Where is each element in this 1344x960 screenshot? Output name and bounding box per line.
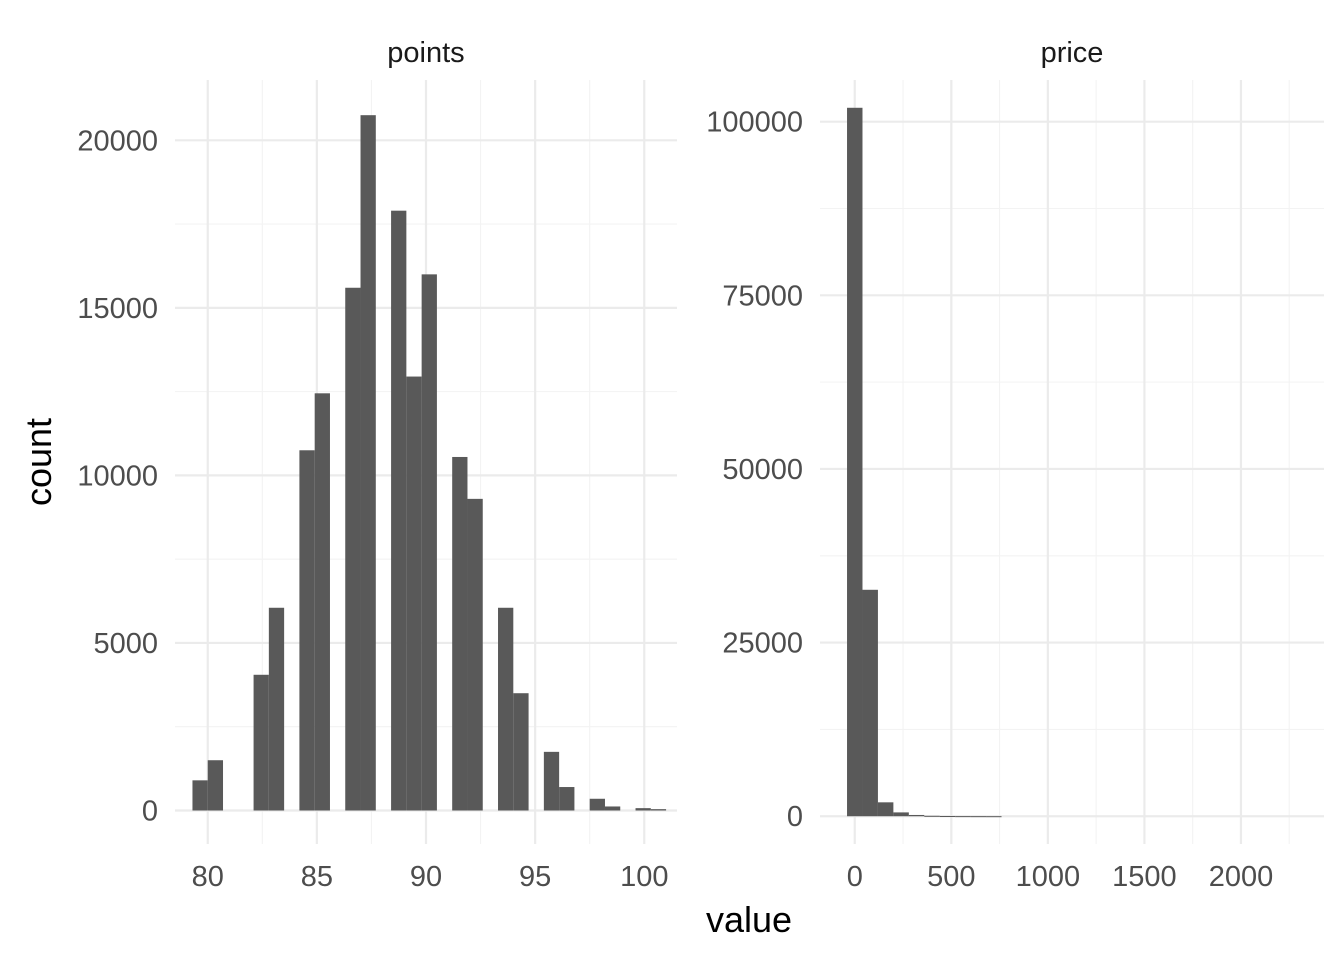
histogram-bar [908, 814, 925, 817]
y-axis-title: count [18, 418, 59, 506]
y-tick-label: 50000 [722, 454, 803, 486]
y-tick-label: 10000 [77, 460, 158, 492]
histogram-bar [650, 809, 667, 811]
x-tick-label: 85 [301, 861, 333, 893]
histogram-bar [391, 210, 407, 811]
histogram-bar [513, 693, 529, 811]
histogram-bar [604, 806, 621, 811]
histogram-bar [498, 607, 514, 811]
histogram-bar [192, 780, 208, 811]
x-axis-title: value [706, 899, 792, 940]
histogram-bar [877, 802, 894, 817]
histogram-bar [543, 751, 560, 811]
histogram-bar [559, 787, 575, 811]
x-tick-label: 1500 [1112, 861, 1177, 893]
y-tick-label: 25000 [722, 628, 803, 660]
x-tick-label: 0 [847, 861, 863, 893]
x-tick-label: 1000 [1016, 861, 1081, 893]
histogram-bar [314, 393, 330, 811]
histogram-bar [939, 816, 956, 818]
histogram-bar [421, 274, 437, 811]
panel-price: 0 500 1000 1500 2000 0 25000 50000 75000 100000 pr… [706, 37, 1324, 893]
histogram-bar [970, 816, 987, 818]
histogram-bar [253, 674, 269, 811]
histogram-bar [268, 607, 285, 811]
histogram-bar [635, 808, 651, 811]
y-tick-label: 75000 [722, 280, 803, 312]
x-tick-label: 500 [927, 861, 975, 893]
histogram-bar [207, 760, 224, 811]
histogram-bar [467, 498, 483, 811]
histogram-bar [406, 376, 422, 811]
histogram-bar [299, 450, 315, 811]
histogram-bar [589, 798, 605, 811]
y-tick-label: 15000 [77, 293, 158, 325]
y-tick-label: 0 [142, 795, 158, 827]
x-tick-label: 100 [620, 861, 668, 893]
y-tick-label: 5000 [93, 628, 158, 660]
x-tick-label: 80 [192, 861, 224, 893]
facet-title: price [1041, 37, 1104, 69]
histogram-bar [360, 115, 376, 811]
histogram-bar [345, 287, 361, 811]
facet-title: points [387, 37, 464, 69]
histogram-bar [955, 816, 971, 818]
histogram-bar [924, 815, 940, 817]
x-tick-label: 95 [519, 861, 551, 893]
x-tick-label: 90 [410, 861, 442, 893]
y-tick-label: 100000 [706, 107, 803, 139]
y-tick-label: 20000 [77, 125, 158, 157]
histogram-bar [847, 107, 863, 817]
y-tick-label: 0 [787, 801, 803, 833]
histogram-bar [862, 589, 878, 817]
histogram-bar [893, 812, 909, 817]
histogram-bar [452, 456, 468, 811]
histogram-bar [986, 816, 1002, 818]
panel-points: 80 85 90 95 100 0 5000 10000 15000 20000 points [77, 37, 677, 893]
x-tick-label: 2000 [1209, 861, 1274, 893]
